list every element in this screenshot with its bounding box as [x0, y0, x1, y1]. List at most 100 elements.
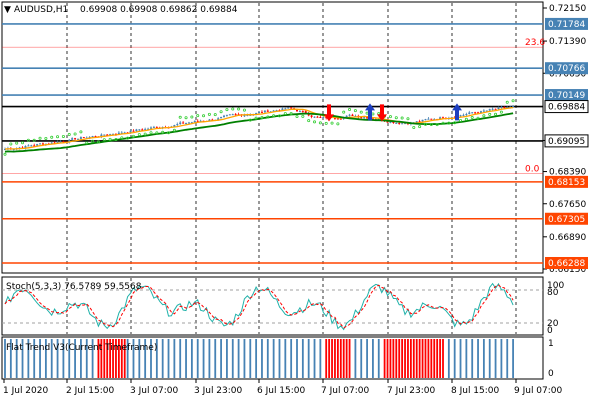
candle-body: [132, 130, 135, 132]
candle-body: [56, 141, 59, 143]
candle-body: [298, 111, 301, 113]
flattrend-bar: [334, 339, 336, 378]
sar-dot: [505, 100, 509, 104]
candle-body: [100, 134, 103, 137]
flattrend-bar: [296, 339, 298, 378]
flattrend-bar: [409, 339, 412, 378]
candle-body: [442, 117, 444, 119]
candle-body: [68, 139, 71, 143]
sar-dot: [9, 142, 13, 146]
flattrend-bar: [354, 339, 357, 378]
sar-dot: [231, 107, 235, 111]
flattrend-bar: [336, 339, 339, 378]
candle-body: [182, 122, 185, 124]
sar-dot: [149, 131, 153, 135]
candle-body: [339, 118, 342, 120]
flattrend-bar: [339, 339, 342, 378]
stoch-label: Stoch(5,3,3) 76.5789 59.5568: [6, 282, 142, 292]
candle-body: [482, 110, 485, 112]
sar-dot: [56, 135, 60, 139]
candle-body: [366, 117, 369, 119]
candle-body: [351, 114, 354, 116]
sar-dot: [96, 140, 100, 144]
flattrend-bar: [115, 339, 117, 378]
level-label-box: [545, 212, 588, 225]
sar-dot: [178, 115, 182, 119]
flattrend-bar: [500, 339, 503, 378]
sar-dot: [44, 136, 48, 140]
time-label: 3 Jul 23:00: [194, 386, 243, 396]
price-tick-label: 0.72150: [549, 4, 586, 14]
sar-dot: [330, 121, 334, 125]
flattrend-bar: [360, 339, 363, 378]
flattrend-bar: [383, 339, 386, 378]
flattrend-bar: [459, 339, 462, 378]
sar-dot: [120, 136, 124, 140]
flattrend-bar: [471, 339, 474, 378]
candle-body: [173, 125, 176, 127]
candle-body: [82, 137, 85, 139]
candle-body: [129, 130, 132, 133]
flattrend-bar: [106, 339, 109, 378]
ohlc-values: 0.69908 0.69908 0.69862 0.69884: [80, 5, 238, 15]
price-tick-label: 0.70650: [549, 69, 586, 79]
candle-body: [363, 117, 366, 119]
sell-arrow: [377, 104, 387, 122]
candle-body: [512, 106, 515, 108]
flattrend-bar: [237, 339, 240, 378]
flattrend-bar: [313, 339, 316, 378]
candle-body: [243, 115, 246, 117]
flattrend-bar: [208, 339, 211, 378]
level-label: 0.67305: [548, 215, 585, 225]
sar-dot: [67, 133, 71, 137]
flattrend-bar: [220, 339, 222, 378]
flattrend-bar: [319, 339, 322, 378]
ma-slow-line: [4, 112, 514, 153]
candle-body: [500, 106, 503, 108]
sar-dot: [394, 116, 398, 120]
sar-dot: [464, 117, 468, 121]
flattrend-bar: [62, 339, 65, 378]
flattrend-bar: [56, 339, 59, 378]
time-label: 9 Jul 07:00: [514, 386, 563, 396]
ma-fast-line: [4, 106, 514, 150]
price-tick-label: 0.66150: [549, 265, 586, 275]
flattrend-bar: [424, 339, 427, 378]
sar-dot: [213, 113, 217, 117]
candle-body: [85, 137, 88, 139]
sar-dot: [114, 138, 118, 142]
sar-dot: [494, 112, 498, 116]
candle-body: [497, 107, 500, 110]
sar-dot: [412, 126, 416, 130]
candle-body: [301, 111, 304, 113]
stoch-signal-line: [4, 284, 514, 329]
candle-body: [266, 110, 269, 112]
level-label: 0.69095: [548, 137, 585, 147]
sar-dot: [108, 137, 112, 141]
flattrend-bar: [117, 339, 120, 378]
flattrend-bar: [436, 339, 439, 378]
candle-body: [217, 118, 220, 120]
flattrend-bar: [214, 339, 217, 378]
candle-body: [30, 145, 33, 147]
flattrend-bar: [161, 339, 164, 378]
candle-body: [193, 120, 196, 123]
flattrend-bar: [202, 339, 205, 378]
candle-body: [120, 132, 123, 134]
candle-body: [313, 116, 316, 118]
sar-dot: [73, 132, 77, 136]
candle-body: [494, 108, 497, 110]
chart-menu-icon[interactable]: ▼: [4, 5, 11, 15]
sar-dot: [400, 116, 404, 120]
candle-body: [415, 121, 418, 123]
flattrend-bar: [9, 339, 12, 378]
candle-body: [208, 119, 211, 122]
flattrend-bar: [415, 339, 418, 378]
signal-arrows: [324, 103, 462, 122]
candle-body: [141, 129, 144, 131]
sar-dot: [482, 114, 486, 118]
candle-body: [147, 128, 150, 130]
flattrend-bar: [80, 339, 82, 378]
flattrend-bar: [4, 339, 6, 378]
